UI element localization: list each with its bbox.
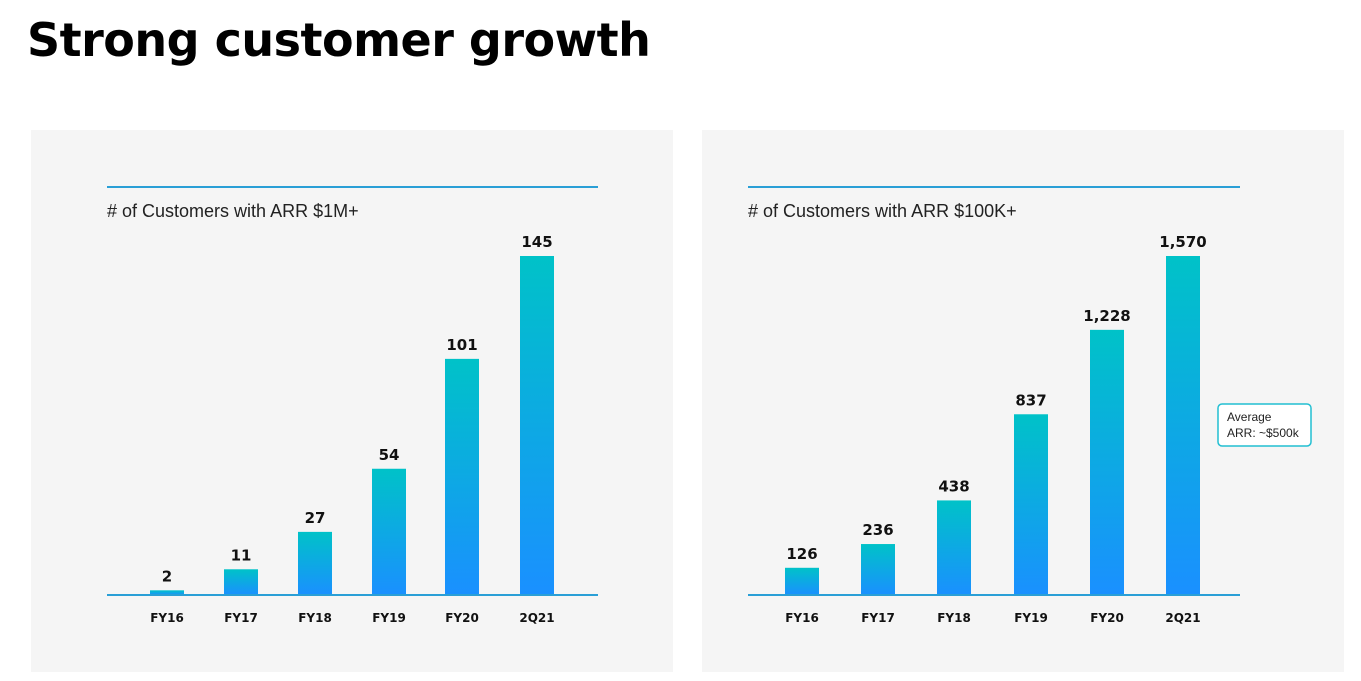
bar-fy20 — [1090, 329, 1124, 595]
chart-panel-100k: # of Customers with ARR $100K+ 126 FY16 23… — [702, 130, 1344, 672]
bar-fy17 — [861, 544, 895, 595]
average-arr-callout: Average ARR: ~$500k — [1217, 403, 1312, 447]
bar-value-label: 101 — [446, 336, 477, 354]
bar-group: 2 FY16 11 FY17 27 FY18 54 FY19 101 FY20 145 2Q21 — [150, 233, 555, 625]
chart-title: # of Customers with ARR $100K+ — [748, 201, 1017, 221]
x-tick-label: FY16 — [150, 611, 184, 625]
callout-box — [1217, 403, 1312, 447]
x-tick-label: FY18 — [937, 611, 971, 625]
bar-fy20 — [445, 358, 479, 595]
bar-value-label: 2 — [162, 567, 172, 585]
bar-value-label: 837 — [1015, 391, 1046, 409]
bar-value-label: 236 — [862, 521, 893, 539]
bar-value-label: 126 — [786, 545, 817, 563]
chart-customers-1m: # of Customers with ARR $1M+ 2 FY16 11 FY17… — [107, 186, 598, 625]
callout-line-2: ARR: ~$500k — [1227, 426, 1300, 440]
x-tick-label: FY20 — [445, 611, 479, 625]
bar-fy16 — [785, 567, 819, 595]
bar-2q21 — [1166, 256, 1200, 595]
x-tick-label: FY16 — [785, 611, 819, 625]
bar-value-label: 11 — [231, 546, 252, 564]
bar-fy19 — [372, 468, 406, 595]
chart-title: # of Customers with ARR $1M+ — [107, 201, 359, 221]
x-tick-label: FY20 — [1090, 611, 1124, 625]
x-tick-label: 2Q21 — [519, 611, 554, 625]
bar-group: 126 FY16 236 FY17 438 FY18 837 FY19 1,228 FY20 1,5… — [785, 233, 1207, 625]
bar-value-label: 27 — [305, 509, 326, 527]
chart-panel-1m: # of Customers with ARR $1M+ 2 FY16 11 FY17… — [31, 130, 673, 672]
bar-fy16 — [150, 590, 184, 595]
bar-value-label: 1,570 — [1159, 233, 1206, 251]
page-title: Strong customer growth — [27, 13, 651, 67]
bar-value-label: 1,228 — [1083, 307, 1130, 325]
bar-fy18 — [298, 531, 332, 595]
x-tick-label: 2Q21 — [1165, 611, 1200, 625]
x-tick-label: FY19 — [1014, 611, 1048, 625]
bar-value-label: 54 — [379, 446, 400, 464]
bar-fy17 — [224, 569, 258, 595]
bar-fy19 — [1014, 414, 1048, 595]
x-tick-label: FY18 — [298, 611, 332, 625]
chart-customers-100k: # of Customers with ARR $100K+ 126 FY16 23… — [748, 186, 1312, 625]
x-tick-label: FY17 — [224, 611, 258, 625]
callout-line-1: Average — [1227, 410, 1272, 424]
bar-2q21 — [520, 256, 554, 595]
x-tick-label: FY17 — [861, 611, 895, 625]
bar-value-label: 145 — [521, 233, 552, 251]
bar-value-label: 438 — [938, 477, 969, 495]
x-tick-label: FY19 — [372, 611, 406, 625]
bar-fy18 — [937, 500, 971, 595]
